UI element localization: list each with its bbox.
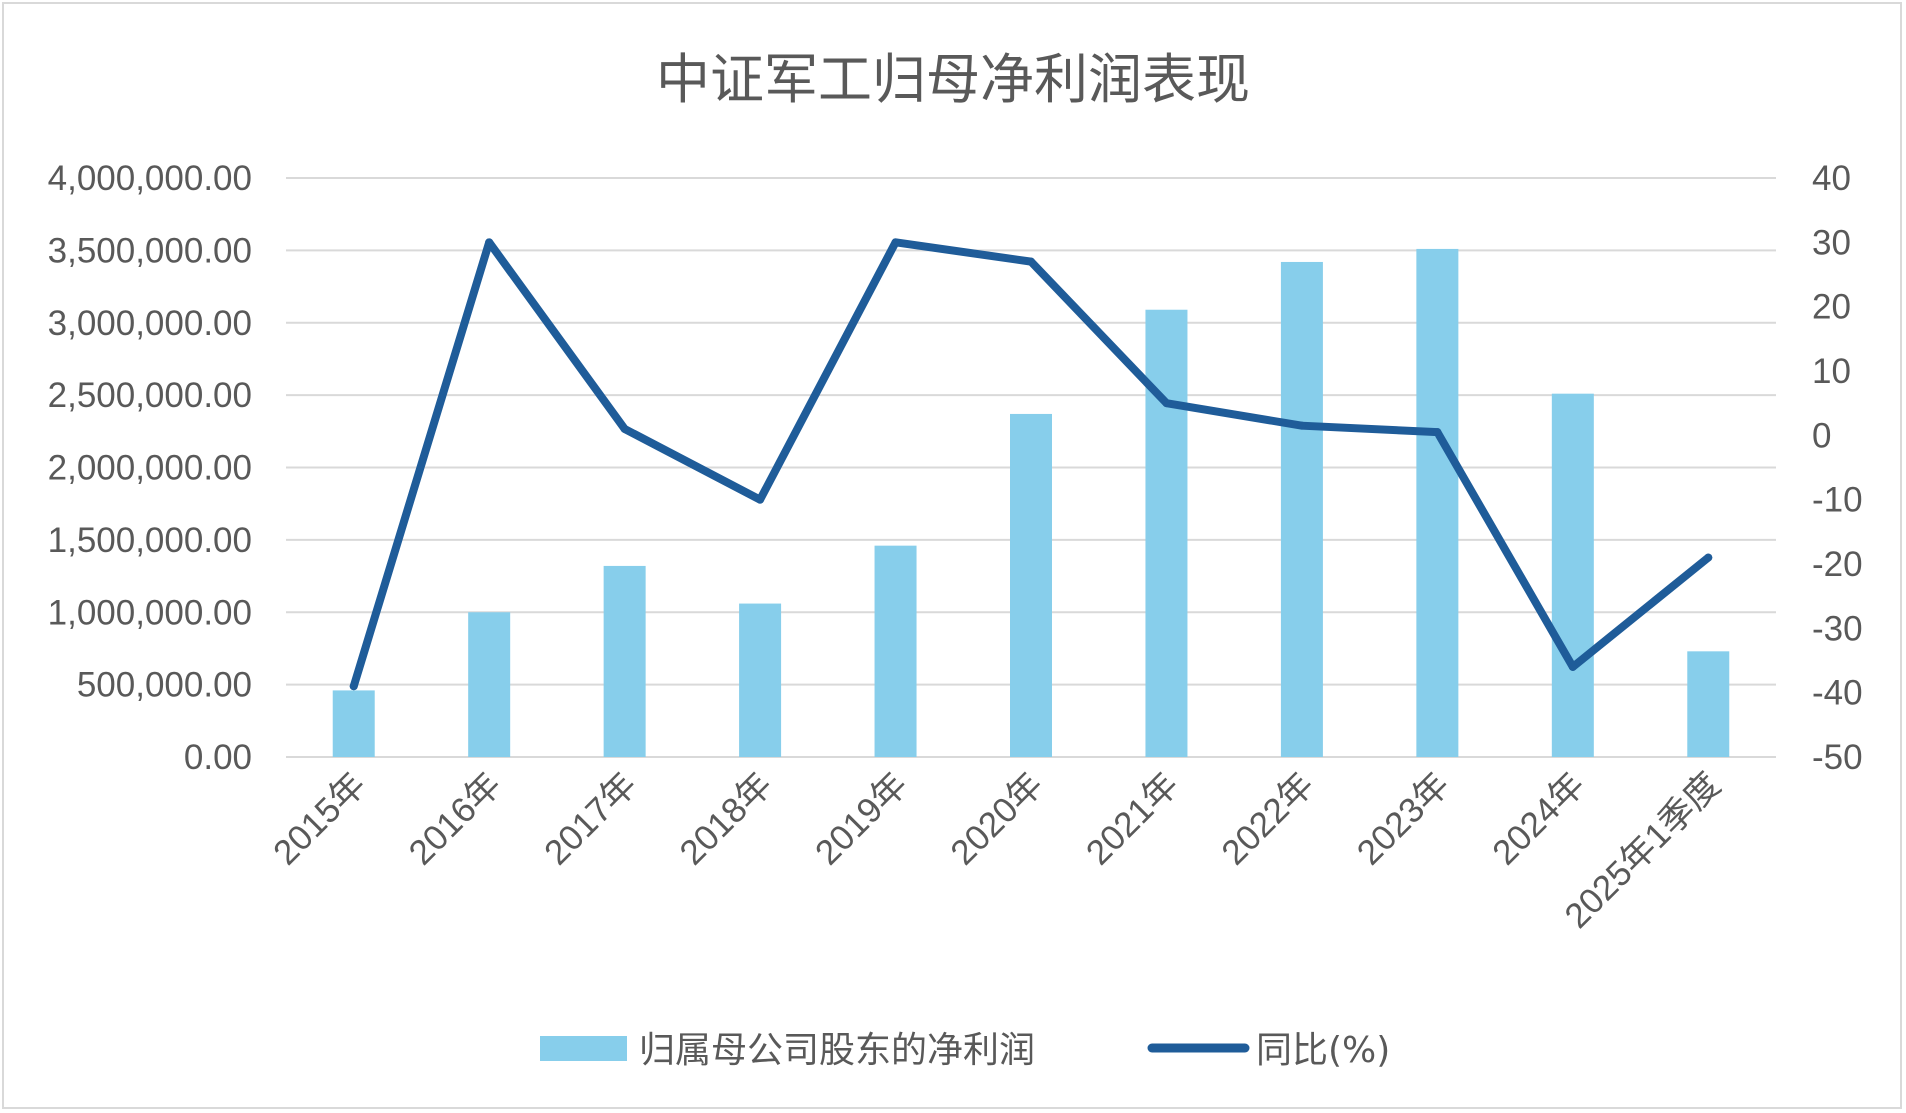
bar (874, 545, 917, 757)
line-point (620, 424, 629, 433)
right-tick-label: 20 (1812, 288, 1851, 327)
line-point (891, 238, 900, 247)
bar (468, 612, 511, 757)
right-tick-label: -20 (1812, 545, 1863, 584)
left-tick-label: 4,000,000.00 (48, 159, 252, 198)
x-tick-label: 2020年 (943, 765, 1050, 872)
legend-bar-label: 归属母公司股东的净利润 (639, 1030, 1035, 1071)
x-tick-label: 2016年 (401, 765, 508, 872)
line-point (1433, 428, 1442, 437)
x-tick-label: 2024年 (1485, 765, 1592, 872)
x-tick-label: 2015年 (266, 765, 373, 872)
line-point (1297, 421, 1306, 430)
gridlines (286, 177, 1776, 758)
left-tick-label: 1,500,000.00 (48, 521, 252, 560)
x-tick-label: 2021年 (1079, 765, 1186, 872)
bar (1416, 248, 1459, 758)
x-tick-label: 2023年 (1350, 765, 1457, 872)
left-tick-label: 1,000,000.00 (48, 593, 252, 632)
x-tick-label: 2018年 (672, 765, 779, 872)
line-point (1027, 257, 1035, 266)
x-tick-label: 2017年 (537, 765, 644, 872)
bar-series (332, 248, 1730, 758)
left-tick-label: 0.00 (184, 738, 252, 777)
left-tick-label: 3,500,000.00 (48, 231, 252, 270)
left-tick-label: 500,000.00 (77, 666, 252, 705)
chart-title: 中证军工归母净利润表现 (656, 48, 1250, 111)
x-tick-label: 2019年 (808, 765, 915, 872)
line-point (1568, 662, 1577, 671)
left-axis-ticks: 0.00 500,000.00 1,000,000.00 1,500,000.00 2,… (48, 159, 252, 777)
right-tick-label: -10 (1812, 481, 1863, 520)
x-axis-ticks: 2015年 2016年 2017年 2018年 2019年 2020年 2021年 2022年… (266, 765, 1728, 936)
right-tick-label: -40 (1812, 674, 1863, 713)
line-point (756, 495, 765, 504)
legend-bar-swatch (540, 1036, 627, 1061)
bar (1280, 261, 1323, 757)
right-tick-label: -30 (1812, 609, 1863, 648)
legend-line-label: 同比(%) (1256, 1030, 1390, 1071)
bar (1551, 393, 1594, 757)
line-series (349, 238, 1713, 691)
bar (739, 603, 782, 757)
right-tick-label: 30 (1812, 223, 1851, 262)
legend: 归属母公司股东的净利润 同比(%) (540, 1030, 1390, 1071)
left-tick-label: 3,000,000.00 (48, 304, 252, 343)
right-tick-label: -50 (1812, 738, 1863, 777)
x-tick-label: 2022年 (1214, 765, 1321, 872)
bar (603, 565, 646, 757)
line-point (349, 682, 358, 691)
left-tick-label: 2,500,000.00 (48, 376, 252, 415)
bar (332, 690, 375, 757)
line-point (485, 238, 494, 247)
right-tick-label: 40 (1812, 159, 1851, 198)
line-point (1704, 553, 1713, 562)
bar (1010, 413, 1052, 757)
bar (1687, 651, 1730, 757)
bar (1145, 309, 1188, 757)
right-axis-ticks: -50 -40 -30 -20 -10 0 10 20 30 40 (1812, 159, 1863, 777)
right-tick-label: 0 (1812, 416, 1831, 455)
right-tick-label: 10 (1812, 352, 1851, 391)
left-tick-label: 2,000,000.00 (48, 449, 252, 488)
line-point (1162, 399, 1171, 408)
